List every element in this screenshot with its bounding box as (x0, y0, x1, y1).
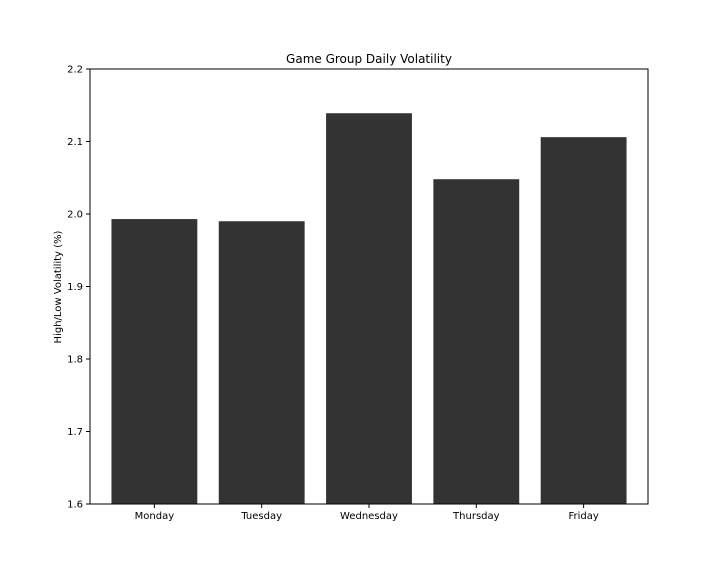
x-axis-ticks: Monday Tuesday Wednesday Thursday Friday (135, 504, 599, 522)
chart-title: Game Group Daily Volatility (286, 52, 452, 66)
bar-thursday (433, 179, 520, 504)
y-tick-label: 2.2 (67, 65, 83, 76)
y-axis-ticks: 1.6 1.7 1.8 1.9 2.0 2.1 2.2 (67, 65, 90, 511)
y-tick-label: 1.9 (67, 282, 83, 293)
x-tick-label: Tuesday (240, 511, 282, 522)
bar-monday (111, 219, 198, 504)
y-tick-label: 2.0 (67, 210, 83, 221)
bars-group (111, 113, 627, 504)
x-tick-label: Monday (135, 511, 175, 522)
x-tick-label: Wednesday (340, 511, 398, 522)
bar-wednesday (326, 113, 412, 504)
y-tick-label: 2.1 (67, 137, 83, 148)
y-tick-label: 1.6 (67, 500, 83, 511)
x-tick-label: Friday (568, 511, 598, 522)
y-tick-label: 1.8 (67, 355, 83, 366)
y-axis-label: High/Low Volatility (%) (53, 230, 64, 343)
bar-friday (540, 137, 627, 504)
x-tick-label: Thursday (452, 511, 500, 522)
bar-tuesday (218, 221, 305, 504)
y-tick-label: 1.7 (67, 427, 83, 438)
plot-frame (89, 68, 649, 505)
